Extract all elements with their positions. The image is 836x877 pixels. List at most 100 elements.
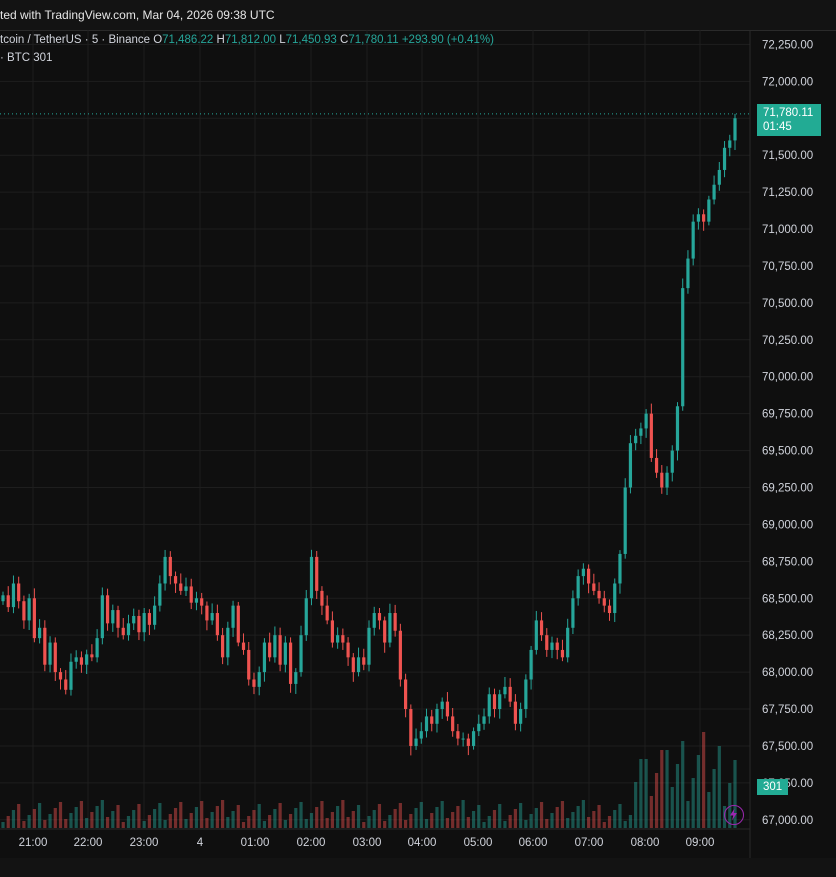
volume-bar bbox=[288, 814, 293, 828]
candle-body bbox=[304, 598, 308, 636]
volume-bar bbox=[393, 809, 397, 828]
time-tick-label: 02:00 bbox=[297, 837, 326, 849]
candle-body bbox=[189, 586, 193, 603]
price-tick-label: 69,250.00 bbox=[762, 482, 813, 494]
volume-bar bbox=[100, 800, 104, 828]
volume-bar bbox=[168, 814, 172, 828]
volume-bar bbox=[236, 805, 240, 828]
volume-bar bbox=[231, 811, 235, 828]
volume-bar bbox=[273, 809, 277, 828]
volume-bar bbox=[492, 810, 497, 828]
candle-body bbox=[686, 258, 690, 289]
volume-bar bbox=[414, 808, 418, 828]
volume-bar bbox=[623, 821, 627, 828]
volume-bar bbox=[555, 807, 559, 828]
lightning-bolt-icon[interactable] bbox=[724, 805, 744, 825]
volume-tag: 301 bbox=[757, 779, 789, 795]
volume-bar bbox=[336, 806, 340, 828]
volume-bar bbox=[487, 816, 491, 828]
symbol-label[interactable]: tcoin / TetherUS · 5 · Binance bbox=[0, 34, 150, 46]
high-label: H bbox=[216, 34, 225, 46]
candle-body bbox=[613, 583, 617, 614]
candle-body bbox=[95, 638, 99, 658]
price-tick-label: 72,000.00 bbox=[762, 76, 813, 88]
price-chart[interactable]: 72,250.0072,000.0071,750.0071,500.0071,2… bbox=[0, 30, 836, 858]
price-tick-label: 71,250.00 bbox=[762, 187, 813, 199]
volume-bar bbox=[27, 815, 31, 828]
candle-body bbox=[288, 642, 293, 684]
candle-body bbox=[649, 413, 653, 458]
volume-bar bbox=[686, 801, 690, 828]
candle-body bbox=[356, 657, 361, 673]
time-tick-label: 07:00 bbox=[575, 837, 604, 849]
candle-body bbox=[707, 199, 711, 222]
volume-bar bbox=[571, 812, 575, 828]
volume-bar bbox=[618, 804, 622, 828]
volume-bar bbox=[545, 819, 549, 828]
volume-bar bbox=[597, 805, 601, 828]
volume-bar bbox=[388, 815, 392, 828]
volume-bar bbox=[173, 808, 178, 828]
candle-body bbox=[702, 214, 706, 222]
volume-bar bbox=[111, 811, 115, 828]
candle-body bbox=[451, 716, 455, 732]
candle-body bbox=[90, 654, 94, 658]
volume-bar bbox=[539, 802, 544, 828]
candle-body bbox=[325, 605, 329, 621]
candle-body bbox=[53, 642, 57, 673]
volume-bar bbox=[550, 813, 554, 828]
volume-bar bbox=[194, 807, 199, 828]
candle-body bbox=[241, 642, 246, 650]
price-tick-label: 69,500.00 bbox=[762, 446, 813, 458]
volume-bar bbox=[508, 815, 512, 828]
volume-bar bbox=[121, 822, 125, 828]
volume-bar bbox=[351, 811, 355, 828]
time-tick-label: 21:00 bbox=[19, 837, 48, 849]
candle-body bbox=[466, 738, 470, 746]
candle-body bbox=[628, 443, 633, 488]
volume-bar bbox=[398, 803, 402, 828]
candle-body bbox=[529, 649, 533, 680]
candle-body bbox=[571, 598, 575, 628]
bottom-bar bbox=[0, 858, 836, 877]
candle-body bbox=[503, 686, 507, 695]
volume-bar bbox=[362, 822, 366, 828]
volume-bar bbox=[456, 806, 460, 828]
candle-body bbox=[142, 613, 146, 633]
volume-bar bbox=[69, 813, 73, 828]
price-tick-label: 67,500.00 bbox=[762, 741, 813, 753]
volume-bar bbox=[221, 800, 225, 828]
candle-body bbox=[524, 679, 528, 710]
candle-body bbox=[602, 598, 606, 606]
volume-bar bbox=[325, 818, 329, 828]
candle-body bbox=[717, 169, 721, 185]
candle-body bbox=[351, 657, 355, 673]
volume-bar bbox=[707, 792, 711, 828]
candle-body bbox=[69, 661, 73, 690]
volume-bar bbox=[268, 815, 272, 828]
volume-bar bbox=[372, 810, 376, 828]
volume-bar bbox=[22, 821, 26, 828]
candle-body bbox=[346, 642, 350, 658]
volume-bar bbox=[628, 815, 633, 828]
candle-body bbox=[278, 635, 282, 665]
volume-legend: · BTC 301 bbox=[0, 52, 52, 64]
price-tick-label: 72,250.00 bbox=[762, 39, 813, 51]
candle-body bbox=[691, 221, 695, 259]
candle-body bbox=[6, 595, 10, 608]
volume-bar bbox=[581, 800, 585, 828]
candle-body bbox=[498, 694, 502, 710]
volume-bar bbox=[132, 810, 136, 828]
candle-body bbox=[592, 583, 596, 591]
volume-bar bbox=[613, 810, 617, 828]
volume-bar bbox=[696, 755, 700, 828]
candle-body bbox=[372, 613, 376, 628]
candle-body bbox=[388, 613, 392, 643]
volume-bar bbox=[184, 819, 188, 828]
candle-body bbox=[100, 595, 104, 639]
volume-bar bbox=[498, 804, 502, 828]
volume-bar bbox=[252, 810, 256, 828]
volume-label[interactable]: · BTC bbox=[0, 52, 31, 64]
volume-bar bbox=[560, 801, 565, 828]
